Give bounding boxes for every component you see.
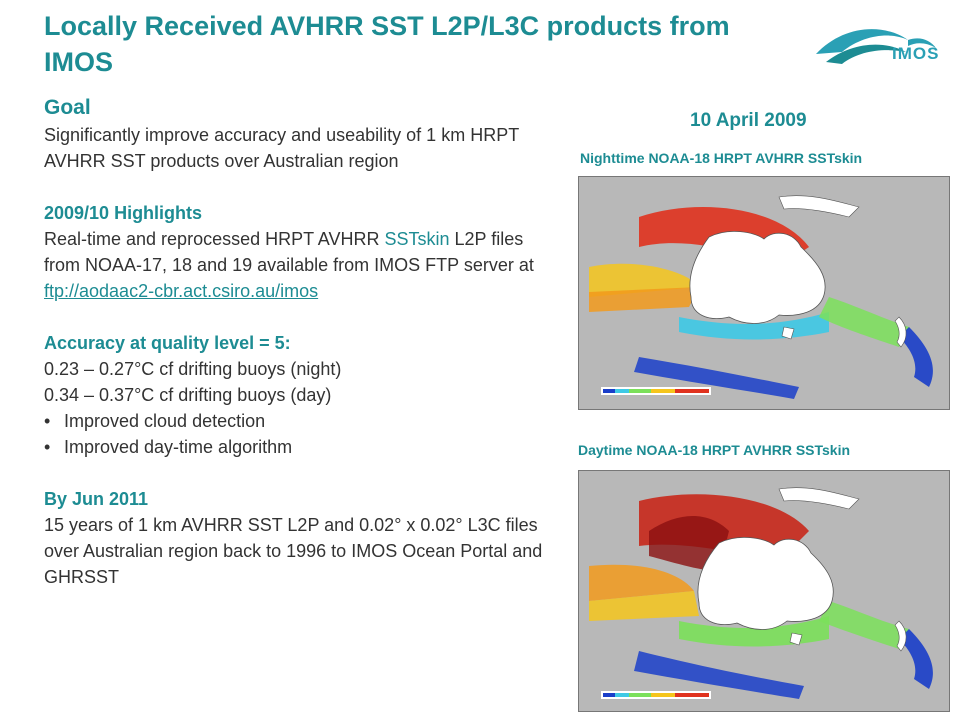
list-item: • Improved cloud detection <box>44 408 554 434</box>
goal-text: Significantly improve accuracy and useab… <box>44 125 519 171</box>
accuracy-section: Accuracy at quality level = 5: 0.23 – 0.… <box>44 330 554 460</box>
day-caption: Daytime NOAA-18 HRPT AVHRR SSTskin <box>578 442 851 458</box>
night-caption: Nighttime NOAA-18 HRPT AVHRR SSTskin <box>580 150 863 166</box>
goal-heading: Goal <box>44 96 91 119</box>
accuracy-night: 0.23 – 0.27°C cf drifting buoys (night) <box>44 359 342 379</box>
goal-section: Goal Significantly improve accuracy and … <box>44 94 554 174</box>
page-title: Locally Received AVHRR SST L2P/L3C produ… <box>44 11 730 77</box>
highlights-text-before: Real-time and reprocessed HRPT AVHRR <box>44 229 385 249</box>
highlights-heading: 2009/10 Highlights <box>44 203 203 223</box>
by-2011-heading: By Jun 2011 <box>44 489 149 509</box>
highlights-sstskin: SSTskin <box>384 229 450 249</box>
accuracy-day: 0.34 – 0.37°C cf drifting buoys (day) <box>44 385 332 405</box>
highlights-text-after: L2P files from NOAA-17, 18 and 19 availa… <box>44 229 534 275</box>
by-2011-text: 15 years of 1 km AVHRR SST L2P and 0.02°… <box>44 515 543 587</box>
date-label: 10 April 2009 <box>690 110 807 131</box>
day-sst-map <box>578 470 950 712</box>
bullet-icon: • <box>44 411 51 431</box>
by-2011-section: By Jun 2011 15 years of 1 km AVHRR SST L… <box>44 486 554 590</box>
content-column: Goal Significantly improve accuracy and … <box>44 94 554 590</box>
logo-text: IMOS <box>892 44 940 63</box>
bullet-icon: • <box>44 437 51 457</box>
night-sst-map <box>578 176 950 410</box>
highlights-section: 2009/10 Highlights Real-time and reproce… <box>44 200 554 304</box>
ftp-link[interactable]: ftp://aodaac2-cbr.act.csiro.au/imos <box>44 281 319 301</box>
wave-icon <box>816 29 936 64</box>
list-item: • Improved day-time algorithm <box>44 434 554 460</box>
accuracy-heading: Accuracy at quality level = 5: <box>44 333 291 353</box>
